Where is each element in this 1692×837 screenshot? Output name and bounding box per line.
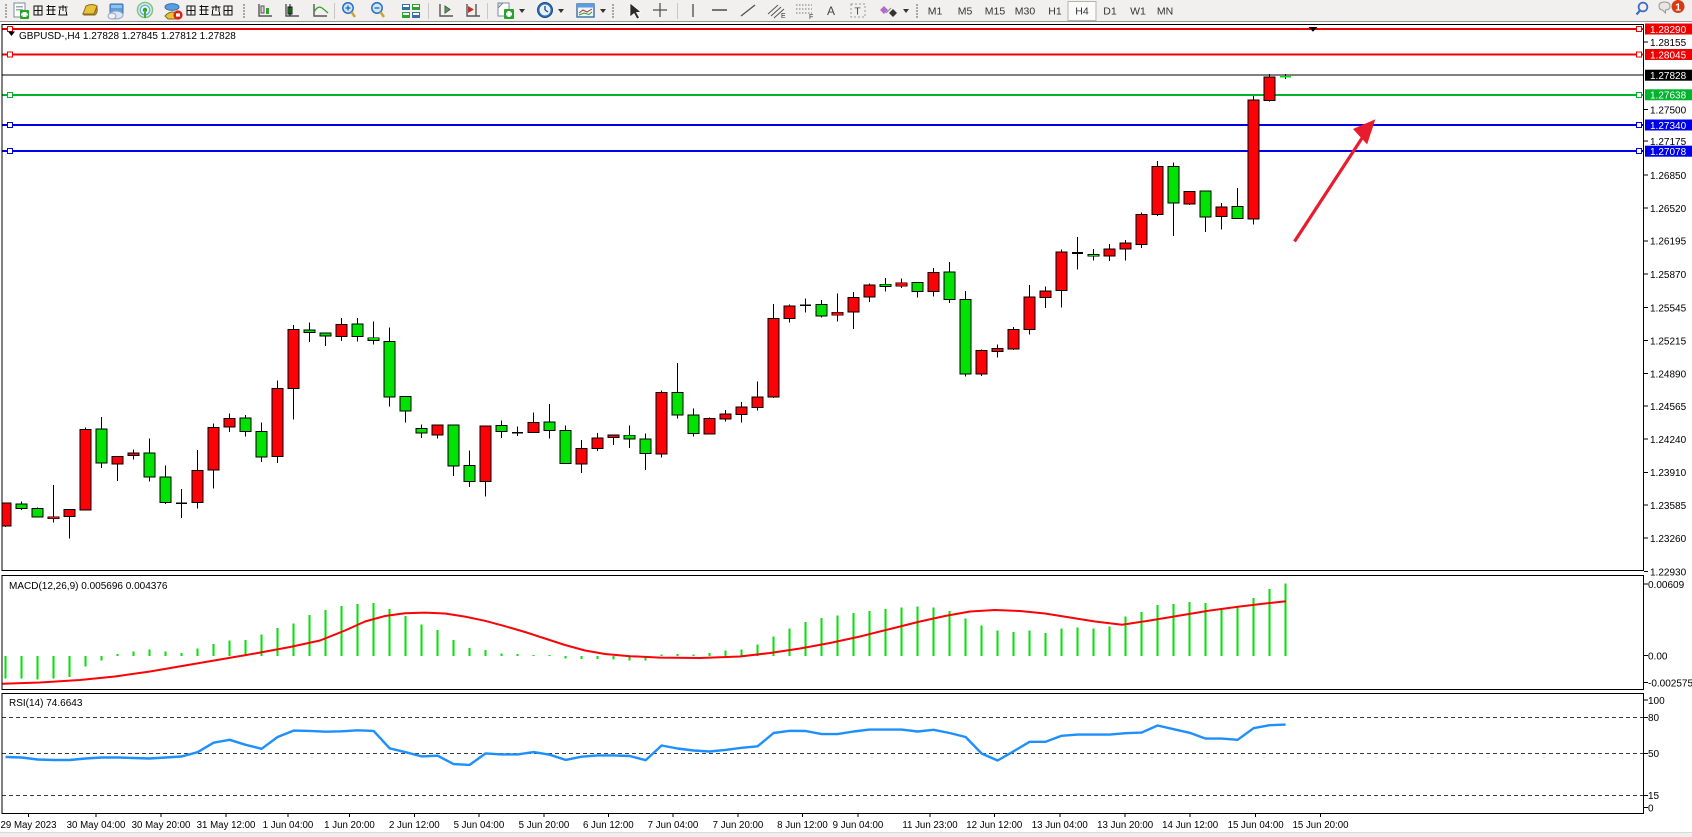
svg-text:1.24890: 1.24890 xyxy=(1650,369,1687,380)
svg-text:29 May 2023: 29 May 2023 xyxy=(0,820,56,831)
svg-text:30 May 20:00: 30 May 20:00 xyxy=(132,820,191,831)
svg-text:1.22930: 1.22930 xyxy=(1650,567,1687,578)
svg-text:1: 1 xyxy=(1675,2,1681,14)
svg-text:6 Jun 12:00: 6 Jun 12:00 xyxy=(583,820,634,831)
svg-text:1.28045: 1.28045 xyxy=(1650,50,1687,61)
svg-text:1 Jun 20:00: 1 Jun 20:00 xyxy=(324,820,375,831)
svg-text:MN: MN xyxy=(1157,6,1173,18)
svg-text:1.23910: 1.23910 xyxy=(1650,468,1687,479)
svg-text:1.25215: 1.25215 xyxy=(1650,336,1687,347)
svg-text:E: E xyxy=(781,13,786,20)
svg-text:14 Jun 12:00: 14 Jun 12:00 xyxy=(1162,820,1219,831)
svg-text:1.27638: 1.27638 xyxy=(1650,91,1687,102)
svg-text:2 Jun 12:00: 2 Jun 12:00 xyxy=(389,820,440,831)
svg-text:M15: M15 xyxy=(985,6,1006,18)
svg-text:5 Jun 20:00: 5 Jun 20:00 xyxy=(519,820,570,831)
svg-text:5 Jun 04:00: 5 Jun 04:00 xyxy=(454,820,505,831)
svg-text:80: 80 xyxy=(1648,713,1660,724)
svg-text:1.26195: 1.26195 xyxy=(1650,237,1687,248)
svg-text:1.27828: 1.27828 xyxy=(1650,71,1687,82)
svg-text:M30: M30 xyxy=(1015,6,1036,18)
svg-text:30 May 04:00: 30 May 04:00 xyxy=(67,820,126,831)
svg-text:1.26850: 1.26850 xyxy=(1650,171,1687,182)
svg-text:T: T xyxy=(855,7,861,18)
svg-text:MACD(12,26,9) 0.005696 0.00437: MACD(12,26,9) 0.005696 0.004376 xyxy=(9,581,168,592)
svg-text:0.00609: 0.00609 xyxy=(1648,580,1685,591)
svg-text:11 Jun 23:00: 11 Jun 23:00 xyxy=(902,820,958,831)
svg-text:1 Jun 04:00: 1 Jun 04:00 xyxy=(263,820,314,831)
svg-text:13 Jun 20:00: 13 Jun 20:00 xyxy=(1097,820,1154,831)
svg-text:1.24240: 1.24240 xyxy=(1650,435,1687,446)
svg-text:H4: H4 xyxy=(1075,6,1089,18)
svg-text:D1: D1 xyxy=(1103,6,1117,18)
svg-text:1.26520: 1.26520 xyxy=(1650,204,1687,215)
svg-text:1.28155: 1.28155 xyxy=(1650,38,1687,49)
svg-text:1.24565: 1.24565 xyxy=(1650,402,1687,413)
svg-text:0: 0 xyxy=(1648,803,1654,814)
svg-text:A: A xyxy=(827,4,835,18)
svg-text:12 Jun 12:00: 12 Jun 12:00 xyxy=(966,820,1023,831)
svg-text:M1: M1 xyxy=(928,6,943,18)
svg-text:M5: M5 xyxy=(958,6,973,18)
svg-text:1.25545: 1.25545 xyxy=(1650,303,1687,314)
svg-text:8 Jun 12:00: 8 Jun 12:00 xyxy=(777,820,828,831)
svg-text:RSI(14) 74.6643: RSI(14) 74.6643 xyxy=(9,698,83,709)
svg-text:W1: W1 xyxy=(1130,6,1146,18)
svg-text:13 Jun 04:00: 13 Jun 04:00 xyxy=(1032,820,1089,831)
svg-text:15 Jun 04:00: 15 Jun 04:00 xyxy=(1228,820,1285,831)
svg-text:100: 100 xyxy=(1648,696,1665,707)
svg-text:7 Jun 20:00: 7 Jun 20:00 xyxy=(713,820,764,831)
svg-text:15: 15 xyxy=(1648,791,1660,802)
svg-text:1.27340: 1.27340 xyxy=(1650,121,1687,132)
svg-text:1.25870: 1.25870 xyxy=(1650,270,1687,281)
svg-text:1.27175: 1.27175 xyxy=(1650,137,1687,148)
svg-text:1.27078: 1.27078 xyxy=(1650,147,1687,158)
svg-text:GBPUSD-,H4 1.27828 1.27845 1.: GBPUSD-,H4 1.27828 1.27845 1.27812 1.278… xyxy=(19,31,236,42)
svg-text:7 Jun 04:00: 7 Jun 04:00 xyxy=(648,820,699,831)
svg-text:9 Jun 04:00: 9 Jun 04:00 xyxy=(833,820,884,831)
svg-text:H1: H1 xyxy=(1048,6,1062,18)
svg-text:1.23260: 1.23260 xyxy=(1650,534,1687,545)
svg-text:15 Jun 20:00: 15 Jun 20:00 xyxy=(1292,820,1349,831)
svg-text:1.27500: 1.27500 xyxy=(1650,105,1687,116)
svg-text:31 May 12:00: 31 May 12:00 xyxy=(197,820,256,831)
svg-text:1.28290: 1.28290 xyxy=(1650,25,1687,36)
svg-text:-0.002575: -0.002575 xyxy=(1648,678,1692,689)
svg-text:F: F xyxy=(809,14,813,21)
svg-text:50: 50 xyxy=(1648,749,1660,760)
svg-text:1.23585: 1.23585 xyxy=(1650,501,1687,512)
svg-text:0.00: 0.00 xyxy=(1648,651,1668,662)
